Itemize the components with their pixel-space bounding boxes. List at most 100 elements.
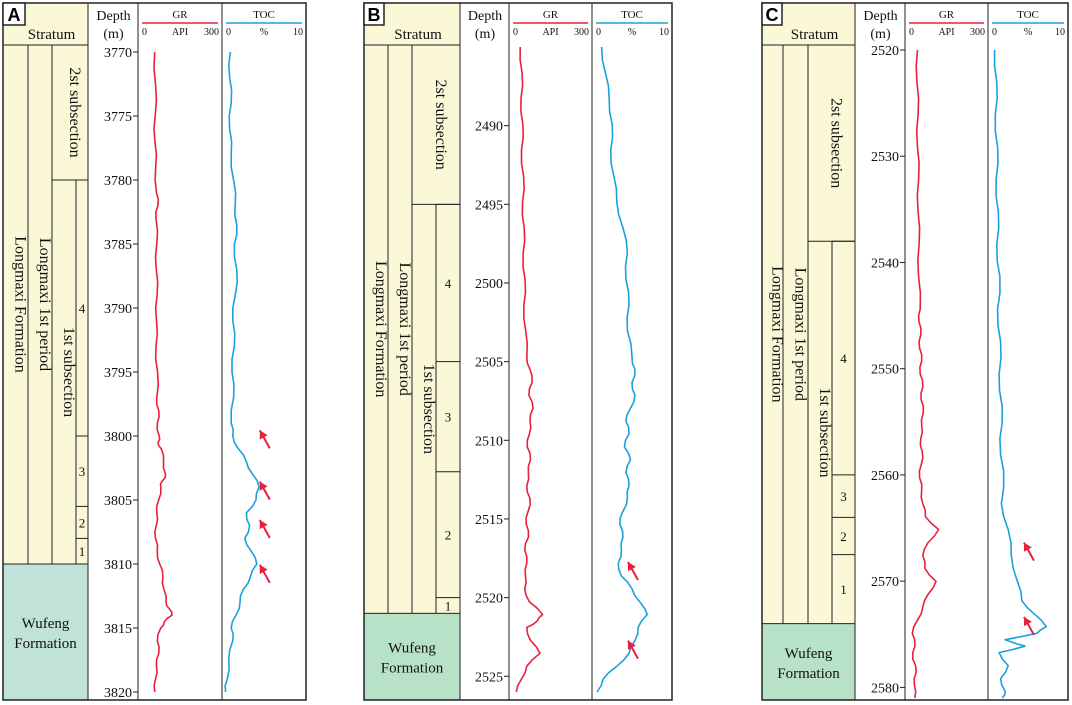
- subsection-2-label: 2st subsection: [828, 98, 845, 188]
- depth-tick-label: 2520: [871, 44, 899, 59]
- depth-header: Depth: [863, 9, 897, 24]
- wufeng-label-line1: Wufeng: [785, 646, 833, 662]
- toc-unit: %: [628, 27, 636, 38]
- depth-tick-label: 3820: [104, 686, 132, 701]
- wufeng-formation-box: [2, 563, 89, 701]
- gr-curve: [515, 46, 544, 693]
- stratum-background: [3, 3, 88, 564]
- toc-arrow-head: [259, 481, 268, 491]
- panel-frame: [2, 2, 307, 701]
- layer-label-4: 4: [840, 351, 847, 366]
- toc-arrow-head: [259, 520, 268, 530]
- depth-tick-label: 2560: [871, 469, 899, 484]
- panel-label-box: [2, 2, 26, 26]
- panel-label-box: [363, 2, 385, 26]
- depth-tick-label: 2510: [475, 434, 503, 449]
- depth-tick-label: 3815: [104, 622, 132, 637]
- depth-tick-label: 2525: [475, 670, 503, 685]
- depth-tick-label: 3805: [104, 494, 132, 509]
- toc-scale-max: 10: [1055, 27, 1065, 38]
- toc-title: TOC: [621, 9, 643, 21]
- gr-curve: [911, 49, 940, 699]
- toc-scale-min: 0: [992, 27, 997, 38]
- gr-title: GR: [543, 9, 559, 21]
- layer-label-2: 2: [840, 529, 847, 544]
- depth-unit: (m): [103, 27, 124, 42]
- panel-label: A: [8, 5, 21, 25]
- depth-tick-label: 2520: [475, 592, 503, 607]
- gr-scale-min: 0: [142, 27, 147, 38]
- toc-arrow-head: [259, 430, 268, 440]
- subsection-1-label: 1st subsection: [816, 387, 833, 477]
- subsection-2-label: 2st subsection: [432, 80, 449, 170]
- gr-scale-max: 300: [204, 27, 219, 38]
- toc-curve: [224, 51, 260, 693]
- toc-unit: %: [260, 27, 268, 38]
- depth-tick-label: 3795: [104, 366, 132, 381]
- depth-tick-label: 2495: [475, 198, 503, 213]
- period-label: Longmaxi 1st period: [396, 263, 413, 396]
- layer-label-2: 2: [445, 528, 452, 543]
- gr-scale-max: 300: [574, 27, 589, 38]
- depth-unit: (m): [870, 27, 891, 42]
- toc-arrow-head: [259, 564, 268, 574]
- depth-tick-label: 2505: [475, 356, 503, 371]
- toc-scale-min: 0: [596, 27, 601, 38]
- panel-frame: [363, 2, 673, 701]
- stratum-header: Stratum: [394, 27, 442, 43]
- depth-header: Depth: [96, 9, 130, 24]
- toc-scale-max: 10: [659, 27, 669, 38]
- layer-label-1: 1: [445, 598, 452, 613]
- panel-label: C: [766, 5, 779, 25]
- formation-label: Longmaxi Formation: [372, 261, 389, 397]
- gr-scale-max: 300: [970, 27, 985, 38]
- layer-label-1: 1: [840, 582, 847, 597]
- wufeng-label-line2: Formation: [381, 661, 444, 677]
- formation-label: Longmaxi Formation: [12, 236, 29, 372]
- toc-curve: [596, 46, 648, 693]
- depth-unit: (m): [475, 27, 496, 42]
- period-label: Longmaxi 1st period: [792, 268, 809, 401]
- depth-tick-label: 3810: [104, 558, 132, 573]
- panel-label-box: [761, 2, 783, 26]
- gr-scale-min: 0: [909, 27, 914, 38]
- gr-scale-min: 0: [513, 27, 518, 38]
- depth-tick-label: 3780: [104, 174, 132, 189]
- layer-label-3: 3: [79, 464, 86, 479]
- gr-unit: API: [542, 27, 558, 38]
- depth-tick-label: 3785: [104, 238, 132, 253]
- gr-unit: API: [938, 27, 954, 38]
- panel-frame: [761, 2, 1069, 701]
- toc-arrow-head: [627, 562, 636, 572]
- depth-header: Depth: [468, 9, 502, 24]
- toc-arrow-head: [1023, 542, 1032, 552]
- depth-tick-label: 3770: [104, 46, 132, 61]
- subsection-1-label: 1st subsection: [420, 364, 437, 454]
- wufeng-formation-box: [761, 623, 856, 701]
- period-label: Longmaxi 1st period: [36, 238, 53, 371]
- gr-title: GR: [939, 9, 955, 21]
- toc-title: TOC: [1017, 9, 1039, 21]
- toc-scale-min: 0: [226, 27, 231, 38]
- layer-label-3: 3: [840, 489, 847, 504]
- gr-curve: [153, 51, 173, 693]
- depth-tick-label: 2515: [475, 513, 503, 528]
- wufeng-label-line1: Wufeng: [388, 641, 436, 657]
- stratum-header: Stratum: [791, 27, 839, 43]
- log-panel-c: 4 3 2 1 C Stratum Depth (m) GR 0 API 300 TOC 0% 10 Long…: [761, 2, 1069, 701]
- depth-tick-label: 3800: [104, 430, 132, 445]
- subsection-2-label: 2st subsection: [66, 67, 83, 157]
- depth-tick-label: 2550: [871, 363, 899, 378]
- gr-unit: API: [172, 27, 188, 38]
- depth-tick-label: 2530: [871, 150, 899, 165]
- formation-label: Longmaxi Formation: [769, 266, 786, 402]
- toc-arrow-head: [627, 640, 636, 650]
- depth-tick-label: 3790: [104, 302, 132, 317]
- layer-label-1: 1: [79, 544, 86, 559]
- layer-label-3: 3: [445, 410, 452, 425]
- wufeng-label-line2: Formation: [14, 636, 77, 652]
- wufeng-label-line2: Formation: [777, 666, 840, 682]
- toc-unit: %: [1024, 27, 1032, 38]
- stratum-header: Stratum: [28, 27, 76, 43]
- subsection-1-label: 1st subsection: [60, 327, 77, 417]
